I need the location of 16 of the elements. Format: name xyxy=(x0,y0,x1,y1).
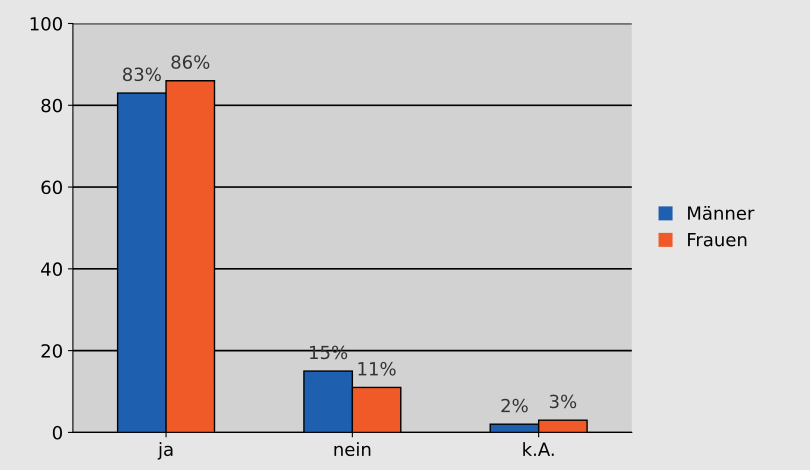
data-label: 11% xyxy=(358,362,396,376)
x-tick-label: ja xyxy=(158,442,172,460)
y-tick-label: 60 xyxy=(41,180,62,194)
y-tick-label: 80 xyxy=(41,98,62,112)
y-tick-label: 100 xyxy=(30,16,62,31)
data-label: 2% xyxy=(501,398,528,412)
data-label: 83% xyxy=(122,68,161,82)
y-tick-label: 20 xyxy=(42,344,62,358)
data-label: 86% xyxy=(171,55,210,69)
legend-label: Männer xyxy=(688,206,754,220)
y-tick-label: 0 xyxy=(52,426,62,440)
data-label: 3% xyxy=(550,394,576,408)
x-tick-label: k.A. xyxy=(523,442,554,456)
y-tick-label: 40 xyxy=(41,262,62,276)
legend-label: Frauen xyxy=(688,233,746,246)
x-tick-label: nein xyxy=(334,442,370,456)
